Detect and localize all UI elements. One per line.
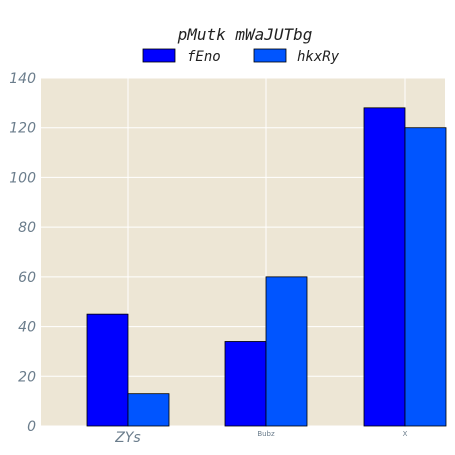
legend-swatch-fEno xyxy=(142,48,176,63)
legend-label-hkxRy: hkxRy xyxy=(297,49,340,65)
bar-fEno-ZYs xyxy=(86,313,129,427)
y-tick-label: 60 xyxy=(18,270,36,286)
y-tick-label: 20 xyxy=(18,369,36,385)
legend-label-fEno: fEno xyxy=(187,49,221,65)
bar-hkxRy-Bubz xyxy=(265,276,308,427)
bar-hkxRy-ZYs xyxy=(127,393,170,427)
y-tick-label: 100 xyxy=(9,170,36,186)
y-tick-label: 140 xyxy=(9,71,36,87)
bars xyxy=(86,107,447,427)
y-tick-label: 120 xyxy=(9,121,36,137)
y-axis-ticks: 0 20 40 60 80 100 120 140 xyxy=(9,71,36,435)
x-tick-label: ZYs xyxy=(114,430,140,446)
x-axis-ticks: ZYs Bubz X xyxy=(114,430,407,446)
x-tick-label: X xyxy=(403,430,408,438)
chart-title: pMutk mWaJUTbg xyxy=(177,25,313,44)
bar-fEno-Bubz xyxy=(224,341,267,427)
legend-swatch-hkxRy xyxy=(253,48,287,63)
x-tick-label: Bubz xyxy=(257,430,275,438)
y-tick-label: 40 xyxy=(18,320,36,336)
y-tick-label: 80 xyxy=(18,220,36,236)
bar-fEno-X xyxy=(363,107,406,427)
bar-hkxRy-X xyxy=(404,127,447,427)
legend: fEno hkxRy xyxy=(142,48,340,65)
y-tick-label: 0 xyxy=(27,419,36,435)
